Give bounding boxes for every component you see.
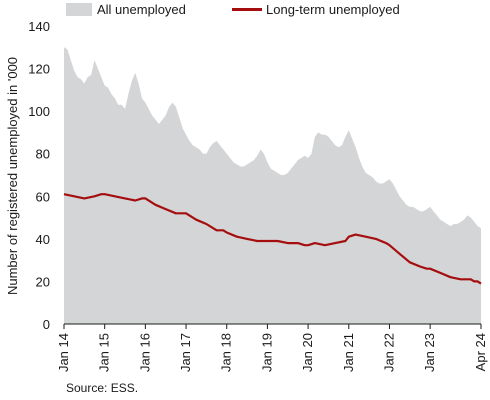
y-tick-label: 40 — [36, 232, 50, 247]
y-axis-label: Number of registered unemployed in '000 — [5, 57, 20, 295]
series-line-long-term-unemployed — [63, 193, 482, 285]
source-note: Source: ESS. — [66, 381, 138, 395]
x-tick-label: Jan 16 — [137, 333, 152, 372]
x-tick-label: Jan 23 — [422, 333, 437, 372]
x-tick-label: Jan 21 — [341, 333, 356, 372]
legend: All unemployed Long-term unemployed — [66, 2, 400, 17]
x-tick-label: Jan 22 — [381, 333, 396, 372]
legend-area-swatch — [66, 3, 92, 16]
legend-label-long-term-unemployed: Long-term unemployed — [266, 2, 400, 17]
y-tick-label: 100 — [28, 104, 50, 119]
y-tick-label: 120 — [28, 62, 50, 77]
x-tick-label: Jan 20 — [300, 333, 315, 372]
y-tick-label: 140 — [28, 19, 50, 34]
area-layer — [64, 47, 481, 325]
legend-label-all-unemployed: All unemployed — [97, 2, 186, 17]
x-tick-label: Jan 17 — [178, 333, 193, 372]
x-tick-label: Jan 18 — [219, 333, 234, 372]
x-tick-label: Jan 19 — [259, 333, 274, 372]
series-area-all-unemployed — [64, 47, 481, 325]
x-ticks: Jan 14 Jan 15 Jan 16 Jan 17 Jan 18 Jan 19 Jan … — [56, 324, 488, 372]
y-ticks: 0 20 40 60 80 100 120 140 — [28, 19, 50, 332]
y-tick-label: 20 — [36, 274, 50, 289]
x-tick-label: Jan 14 — [56, 333, 71, 372]
y-tick-label: 0 — [43, 317, 50, 332]
y-tick-label: 80 — [36, 147, 50, 162]
x-tick-label: Jan 15 — [97, 333, 112, 372]
line-layer — [63, 193, 482, 285]
y-tick-label: 60 — [36, 189, 50, 204]
x-tick-label: Apr 24 — [473, 333, 488, 371]
